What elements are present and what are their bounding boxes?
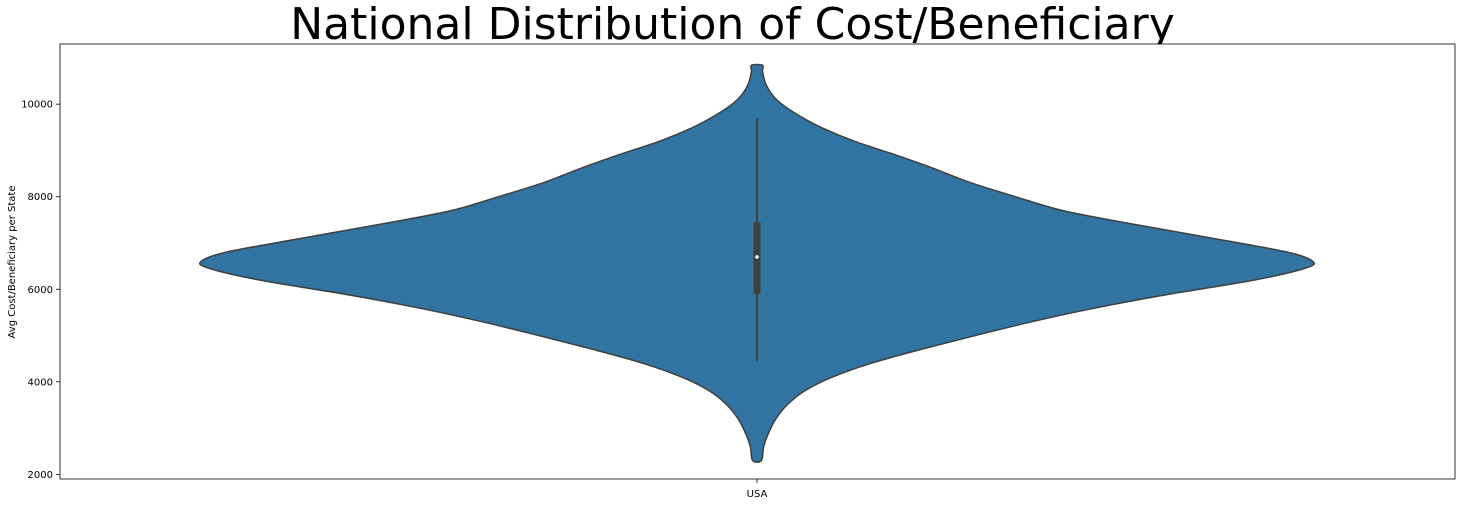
- violin-layer: [199, 63, 1315, 463]
- x-axis-ticks: USA: [747, 479, 768, 500]
- y-tick-label: 4000: [28, 377, 53, 388]
- x-tick-label: USA: [747, 489, 768, 500]
- y-tick-label: 8000: [28, 192, 53, 203]
- median-point: [755, 255, 759, 259]
- y-axis-ticks: 2000 4000 6000 8000 10000: [21, 100, 60, 481]
- y-tick-label: 2000: [28, 470, 53, 481]
- y-tick-label: 10000: [21, 100, 53, 111]
- y-axis-label: Avg Cost/Beneficiary per State: [7, 186, 18, 339]
- y-tick-label: 6000: [28, 285, 53, 296]
- chart-title: National Distribution of Cost/Beneficiar…: [290, 0, 1175, 50]
